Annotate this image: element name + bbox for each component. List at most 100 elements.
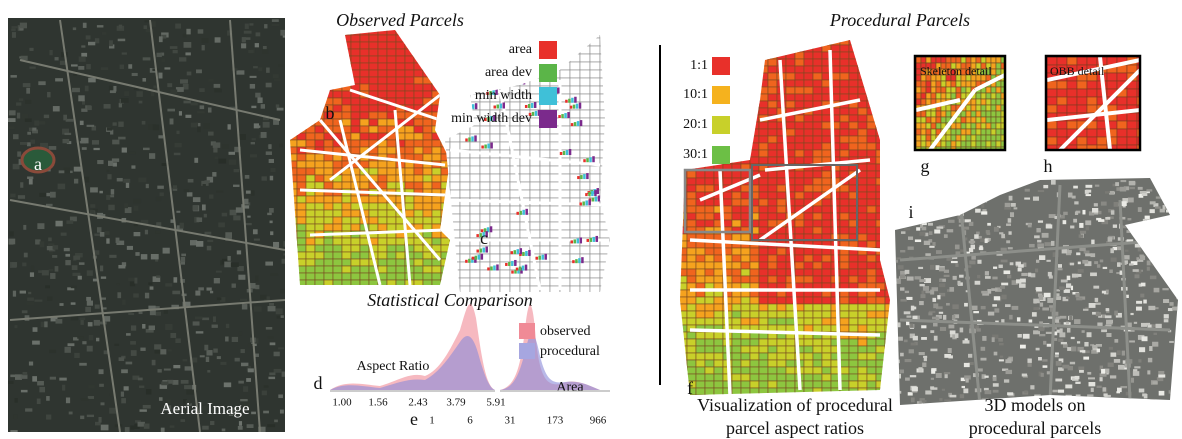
roof [206, 357, 209, 362]
roof [122, 299, 125, 305]
parcel [885, 353, 894, 360]
parcel [460, 46, 470, 54]
roof [143, 148, 150, 150]
roof [225, 337, 229, 342]
parcel [750, 129, 759, 136]
building [1100, 406, 1106, 410]
roof [270, 342, 276, 345]
parcel [369, 126, 378, 133]
parcel [441, 70, 450, 77]
parcel [405, 133, 414, 140]
roof [17, 151, 21, 156]
metric-glyph [571, 123, 574, 126]
parcel [570, 150, 580, 158]
parcel [996, 111, 1001, 117]
parcel [849, 353, 858, 360]
parcel [460, 262, 470, 270]
parcel [351, 70, 360, 77]
parcel [470, 262, 480, 270]
parcel [885, 318, 894, 325]
parcel [996, 135, 1001, 141]
parcel [981, 129, 986, 135]
parcel [297, 70, 306, 77]
tick-label: 1.00 [332, 397, 352, 409]
parcel [450, 278, 460, 286]
parcel [470, 78, 480, 86]
parcel [813, 360, 822, 367]
parcel [966, 87, 971, 93]
parcel [396, 266, 405, 273]
parcel [288, 77, 297, 84]
roof [45, 285, 50, 288]
parcel [678, 318, 687, 325]
parcel [450, 182, 460, 190]
parcel [876, 199, 885, 206]
parcel [936, 117, 941, 123]
building [893, 349, 898, 352]
parcel [741, 213, 750, 220]
parcel [600, 70, 610, 78]
parcel [687, 38, 696, 45]
roof [175, 24, 181, 29]
parcel [342, 119, 351, 126]
parcel [460, 206, 470, 214]
parcel [378, 63, 387, 70]
parcel [858, 346, 867, 353]
parcel [480, 46, 490, 54]
parcel [840, 87, 849, 94]
parcel [610, 142, 620, 150]
parcel [732, 255, 741, 262]
parcel [885, 150, 894, 157]
parcel [580, 134, 590, 142]
building [969, 403, 974, 407]
parcel [490, 270, 500, 278]
parcel [750, 248, 759, 255]
building [1051, 241, 1055, 246]
parcel [786, 38, 795, 45]
roof [204, 345, 208, 351]
building [1161, 224, 1165, 228]
parcel [460, 278, 470, 286]
building [1001, 283, 1008, 286]
roof [23, 225, 26, 230]
building [1017, 334, 1021, 338]
parcel [849, 66, 858, 73]
parcel [804, 311, 813, 318]
building [912, 307, 917, 310]
building [1094, 407, 1099, 411]
parcel [768, 129, 777, 136]
parcel [342, 105, 351, 112]
parcel [1137, 89, 1147, 97]
roof [55, 57, 59, 60]
parcel [580, 38, 590, 46]
roof [113, 162, 117, 166]
building [1164, 255, 1169, 260]
roof [158, 135, 163, 138]
parcel [941, 117, 946, 123]
roof [81, 138, 89, 144]
parcel [961, 81, 966, 87]
parcel [732, 297, 741, 304]
parcel [732, 360, 741, 367]
parcel [441, 98, 450, 105]
building [977, 275, 980, 278]
building [1138, 359, 1141, 362]
roof [39, 121, 46, 124]
parcel [741, 269, 750, 276]
metric-glyph [588, 192, 591, 196]
parcel [916, 57, 921, 63]
parcel [678, 66, 687, 73]
roof [214, 278, 220, 283]
roof [152, 360, 156, 366]
building [969, 248, 973, 252]
parcel [432, 126, 441, 133]
building [1017, 177, 1021, 182]
parcel [885, 192, 894, 199]
building [1022, 374, 1027, 377]
parcel [966, 135, 971, 141]
roof [193, 197, 200, 202]
building [957, 281, 960, 285]
parcel [822, 213, 831, 220]
parcel [696, 367, 705, 374]
building [936, 404, 941, 406]
